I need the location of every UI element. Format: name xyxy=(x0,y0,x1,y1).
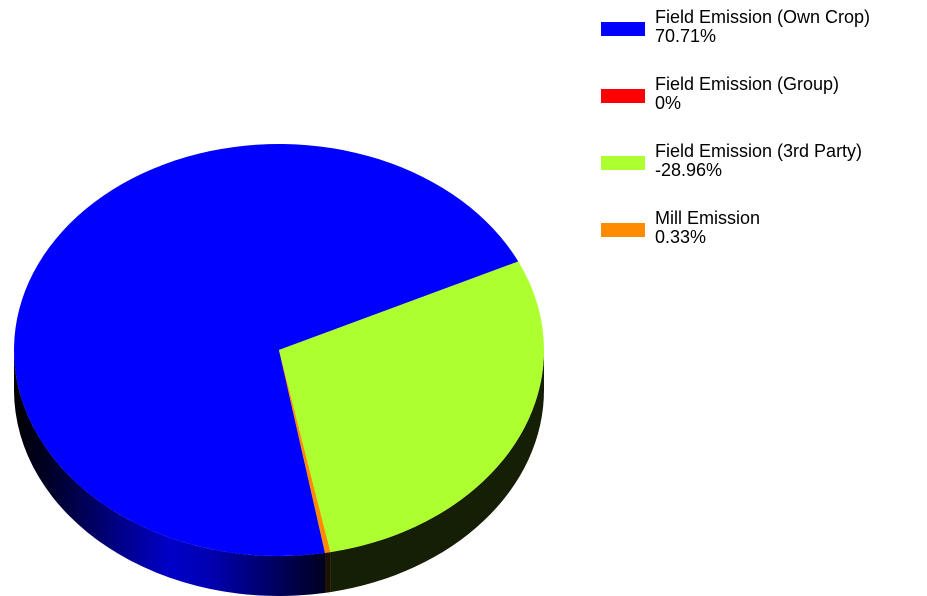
pie-sides xyxy=(14,350,544,596)
pie-slice-side xyxy=(330,350,544,593)
pie-slice xyxy=(14,144,519,557)
legend-item: Mill Emission 0.33% xyxy=(598,209,923,276)
legend-percent: 0.33% xyxy=(655,227,707,247)
chart-legend: Field Emission (Own Crop) 70.71% Field E… xyxy=(598,8,923,276)
legend-item: Field Emission (Group) 0% xyxy=(598,75,923,142)
legend-percent: 0% xyxy=(655,93,682,113)
legend-label: Mill Emission xyxy=(655,208,761,228)
pie-slice xyxy=(279,350,331,553)
legend-label: Field Emission (3rd Party) xyxy=(655,141,863,161)
legend-item: Field Emission (Own Crop) 70.71% xyxy=(598,8,923,75)
pie-slice-side xyxy=(14,350,326,596)
legend-item: Field Emission (3rd Party) -28.96% xyxy=(598,142,923,209)
legend-label: Field Emission (Own Crop) xyxy=(655,7,871,27)
pie-slice-side xyxy=(325,552,331,593)
legend-label: Field Emission (Group) xyxy=(655,74,840,94)
pie-tops xyxy=(14,144,544,557)
legend-percent: -28.96% xyxy=(655,160,723,180)
pie-chart xyxy=(14,144,544,596)
legend-swatch xyxy=(601,223,645,237)
legend-percent: 70.71% xyxy=(655,26,717,46)
pie-slice xyxy=(279,261,544,553)
legend-swatch xyxy=(601,89,645,103)
legend-swatch xyxy=(601,156,645,170)
legend-swatch xyxy=(601,22,645,36)
